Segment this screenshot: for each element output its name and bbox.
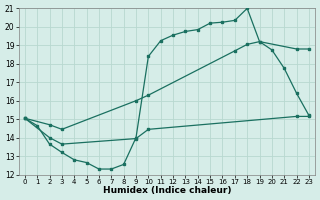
X-axis label: Humidex (Indice chaleur): Humidex (Indice chaleur): [103, 186, 231, 195]
